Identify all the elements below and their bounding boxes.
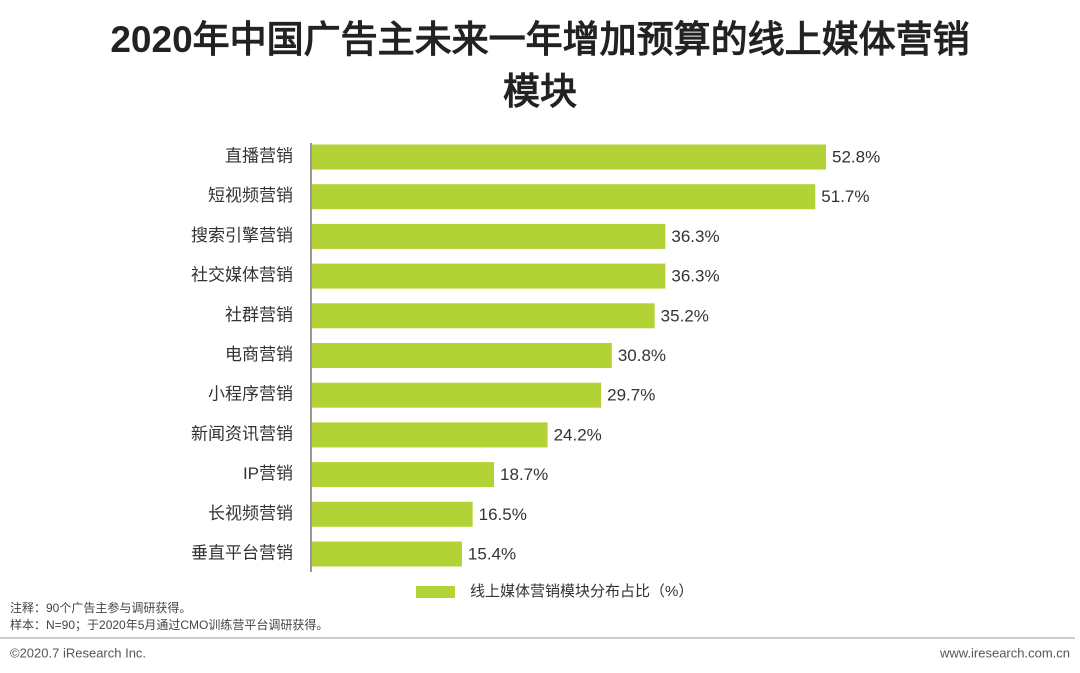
value-label: 29.7% <box>607 386 655 405</box>
footer-left: ©2020.7 iResearch Inc. <box>10 645 146 660</box>
bar <box>312 263 666 289</box>
value-label: 15.4% <box>468 544 516 563</box>
value-label: 52.8% <box>832 147 880 166</box>
value-label: 36.3% <box>671 227 719 246</box>
category-label: 小程序营销 <box>208 385 293 404</box>
value-label: 18.7% <box>500 465 548 484</box>
value-label: 36.3% <box>671 267 719 286</box>
legend-swatch <box>416 586 455 598</box>
category-label: 新闻资讯营销 <box>191 424 293 443</box>
bar <box>312 343 612 368</box>
bar <box>312 223 666 249</box>
category-label: 垂直平台营销 <box>191 543 293 562</box>
category-label: IP营销 <box>243 464 293 483</box>
category-label: 短视频营销 <box>208 186 293 205</box>
note: 注释：90个广告主参与调研获得。 <box>10 600 191 615</box>
chart-title: 2020年中国广告主未来一年增加预算的线上媒体营销模块 <box>110 19 970 112</box>
bar <box>312 541 462 567</box>
value-label: 35.2% <box>661 306 709 325</box>
note: 样本：N=90；于2020年5月通过CMO训练营平台调研获得。 <box>10 617 328 632</box>
category-label: 社交媒体营销 <box>191 266 293 285</box>
category-label: 电商营销 <box>225 345 293 364</box>
bar <box>312 382 602 408</box>
legend-label: 线上媒体营销模块分布占比（%） <box>470 583 693 600</box>
value-label: 24.2% <box>554 425 602 444</box>
category-label: 直播营销 <box>225 146 293 165</box>
bar <box>312 501 473 527</box>
bar <box>312 144 826 170</box>
footer-right: www.iresearch.com.cn <box>939 645 1070 660</box>
bar <box>312 422 548 448</box>
bar <box>312 462 495 488</box>
category-label: 社群营销 <box>225 305 293 324</box>
category-label: 长视频营销 <box>208 504 293 523</box>
value-label: 30.8% <box>618 346 666 365</box>
bar <box>312 184 816 210</box>
value-label: 16.5% <box>479 505 527 524</box>
bar <box>312 303 655 329</box>
category-label: 搜索引擎营销 <box>191 226 293 245</box>
value-label: 51.7% <box>821 187 869 206</box>
